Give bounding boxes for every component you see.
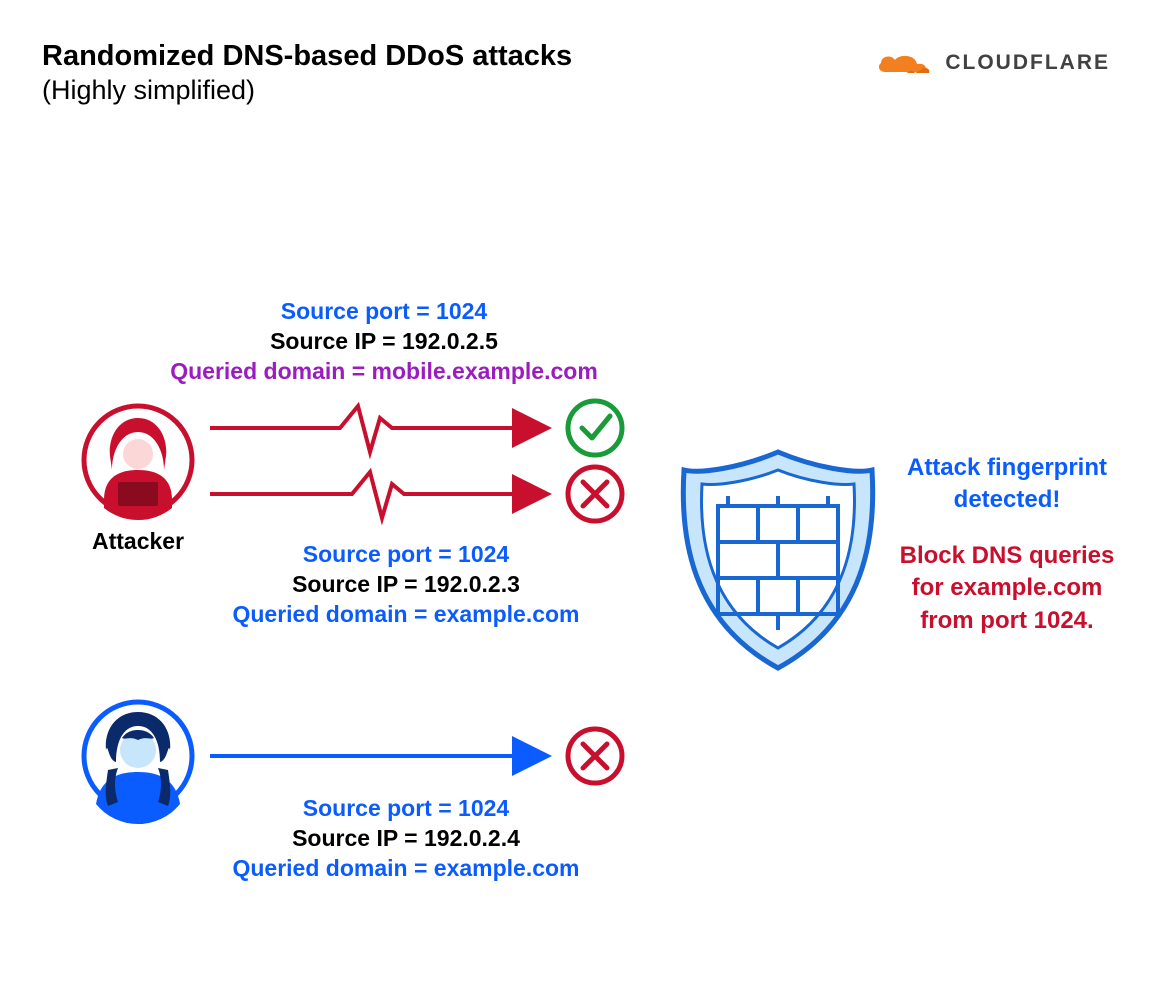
q3-port: Source port = 1024 bbox=[303, 795, 509, 822]
cross-icon-2 bbox=[568, 729, 622, 783]
q1-port: Source port = 1024 bbox=[281, 298, 487, 325]
callout-block-l3: from port 1024. bbox=[920, 607, 1093, 634]
attacker-icon bbox=[84, 406, 192, 520]
q2-domain: Queried domain = example.com bbox=[232, 601, 579, 628]
cross-icon-1 bbox=[568, 467, 622, 521]
callout-detected: Attack fingerprint detected! bbox=[892, 452, 1122, 517]
user-icon bbox=[84, 702, 192, 824]
arrow-attack-2 bbox=[210, 472, 548, 518]
arrow-attack-1 bbox=[210, 406, 548, 452]
shield-icon bbox=[683, 452, 872, 668]
q1-domain: Queried domain = mobile.example.com bbox=[170, 358, 598, 385]
q2-port: Source port = 1024 bbox=[303, 541, 509, 568]
q3-ip: Source IP = 192.0.2.4 bbox=[292, 825, 520, 852]
callout-block-l1: Block DNS queries bbox=[900, 542, 1115, 569]
callout-block: Block DNS queries for example.com from p… bbox=[892, 540, 1122, 637]
q2-ip: Source IP = 192.0.2.3 bbox=[292, 571, 520, 598]
attacker-label: Attacker bbox=[92, 528, 184, 555]
callout-block-l2: for example.com bbox=[912, 574, 1103, 601]
q3-domain: Queried domain = example.com bbox=[232, 855, 579, 882]
q1-ip: Source IP = 192.0.2.5 bbox=[270, 328, 498, 355]
callout-detected-text: Attack fingerprint detected! bbox=[907, 454, 1107, 513]
check-icon bbox=[568, 401, 622, 455]
